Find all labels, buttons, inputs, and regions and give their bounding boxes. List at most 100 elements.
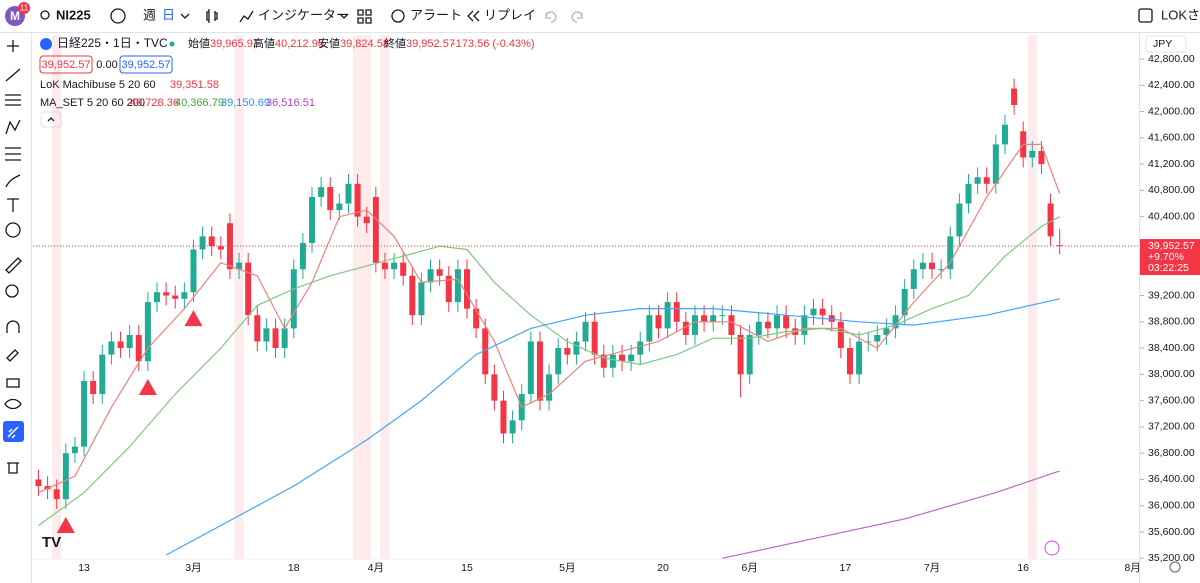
candle-body [609, 354, 616, 368]
candle-body [728, 315, 735, 335]
candle-body [400, 262, 407, 276]
y-tick-label: 40,400.00 [1148, 210, 1195, 222]
symbol[interactable]: NI225 [56, 7, 91, 22]
lock-tool[interactable] [6, 378, 20, 388]
replay[interactable]: リプレイ [484, 7, 536, 22]
zoom-tool[interactable] [5, 284, 19, 298]
currency-box[interactable] [1145, 35, 1187, 53]
y-tick-label: 42,800.00 [1148, 53, 1195, 65]
highlight-band [52, 35, 62, 559]
tv-logo: TV [42, 534, 61, 551]
alert-icon[interactable] [391, 9, 405, 23]
x-tick-label: 17 [840, 562, 852, 574]
candle-body [172, 295, 179, 299]
indicators[interactable]: インジケーター [258, 7, 349, 22]
candle-body [181, 292, 188, 299]
brush-tool[interactable] [5, 174, 21, 188]
candle-body [956, 203, 963, 237]
indicator-icon[interactable] [239, 10, 254, 23]
undo[interactable] [545, 11, 557, 23]
y-tick-label: 36,400.00 [1148, 473, 1195, 485]
legend-title: 日経225・1日・TVC [57, 36, 168, 50]
currency: JPY [1153, 38, 1172, 50]
text-tool[interactable] [7, 198, 19, 212]
candle-body [619, 354, 626, 362]
candle-body [591, 321, 598, 355]
lock-draw-tool[interactable] [6, 349, 19, 362]
candle-body [372, 196, 379, 263]
drawing-tools[interactable] [4, 40, 22, 474]
alert[interactable]: アラート [410, 7, 462, 22]
avatar-letter: M [10, 9, 20, 23]
y-tick-label: 37,600.00 [1148, 394, 1195, 406]
price-tag [1140, 239, 1200, 276]
add-symbol[interactable] [110, 8, 126, 24]
interval-dropdown[interactable] [180, 13, 190, 19]
candle-body [701, 315, 708, 322]
delete-tool[interactable] [7, 462, 19, 474]
candle-body [236, 262, 243, 270]
x-tick-label: 8月 [1124, 562, 1140, 574]
collapse-legend[interactable] [40, 111, 62, 128]
candle-body [573, 341, 580, 355]
candle-body [1001, 124, 1008, 145]
pattern-tool[interactable] [5, 119, 21, 135]
ruler-tool[interactable] [5, 257, 22, 274]
user[interactable]: LOKさん [1161, 7, 1200, 22]
bid-box[interactable] [39, 55, 93, 74]
redo[interactable] [571, 11, 583, 23]
candle-body [546, 374, 553, 401]
candle-body [354, 183, 361, 217]
candle-body [509, 420, 516, 434]
candle-body [427, 269, 434, 283]
signal-triangle [184, 310, 203, 327]
search-icon[interactable] [40, 10, 50, 20]
candle-body [62, 453, 69, 500]
candle-body [53, 489, 60, 500]
visibility-tool[interactable] [4, 398, 22, 410]
lightning-button[interactable] [1044, 540, 1060, 556]
high-value: 40,212.90 [275, 38, 324, 50]
plot [33, 35, 1139, 559]
highlight-layer [52, 35, 1037, 559]
candle-body [163, 292, 170, 296]
price-tag-price: 39,952.57 [1148, 240, 1195, 252]
open-value: 39,965.91 [210, 38, 259, 50]
ma-value: 40,728.36 [130, 97, 179, 109]
crosshair-tool[interactable] [7, 40, 19, 52]
close-label: 終値 [384, 36, 406, 50]
settings[interactable] [1169, 561, 1181, 573]
low-label: 安値 [318, 36, 340, 50]
y-tick-label: 42,000.00 [1148, 105, 1195, 117]
fib-tool[interactable] [5, 94, 21, 106]
magnet-tool[interactable] [6, 320, 20, 333]
candle-body [856, 341, 863, 375]
candle-body [473, 308, 480, 329]
emoji-tool[interactable] [5, 222, 21, 238]
candle-body [500, 400, 507, 434]
candle-body [655, 315, 662, 329]
projection-tool[interactable] [5, 147, 21, 161]
indicator-dropdown[interactable] [339, 13, 349, 19]
interval-day[interactable]: 日 [162, 7, 175, 22]
candle-body [381, 262, 388, 270]
candle-body [71, 446, 78, 454]
candle-body [892, 315, 899, 329]
chart-type[interactable] [206, 9, 218, 23]
ask-box[interactable] [119, 55, 173, 74]
candle-body [199, 236, 206, 250]
interval-week[interactable]: 週 [143, 7, 156, 22]
y-tick-label: 35,200.00 [1148, 552, 1195, 564]
candle-body [90, 380, 97, 395]
replay-icon[interactable] [467, 10, 480, 22]
candle-body [318, 187, 325, 197]
candle-body [436, 269, 443, 276]
layouts[interactable] [357, 9, 372, 24]
candle-body [536, 341, 543, 401]
candle-body [217, 246, 224, 250]
x-tick-label: 20 [657, 562, 669, 574]
checkbox[interactable] [1138, 8, 1153, 23]
candle-body [737, 334, 744, 375]
trend-line-tool[interactable] [5, 68, 21, 82]
